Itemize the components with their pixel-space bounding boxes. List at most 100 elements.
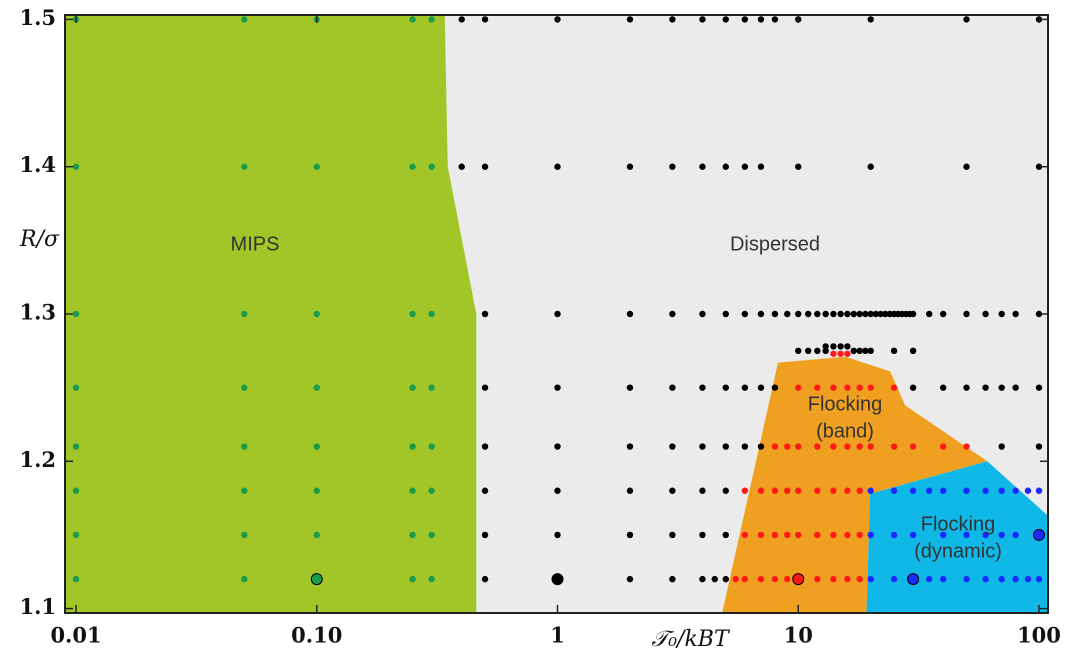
data-point: [862, 310, 869, 318]
data-point: [1012, 487, 1019, 494]
data-point: [963, 575, 970, 583]
data-point: [428, 163, 435, 170]
data-point: [699, 163, 706, 170]
y-tick-label: 1.2: [19, 447, 56, 472]
data-point: [890, 443, 898, 450]
data-point: [909, 443, 917, 450]
data-point: [856, 575, 863, 583]
data-point: [1012, 310, 1019, 318]
region-label: MIPS: [231, 233, 280, 255]
data-point: [757, 487, 765, 494]
data-point: [741, 487, 749, 494]
data-point: [862, 347, 869, 355]
data-point: [551, 573, 564, 586]
data-point: [722, 16, 729, 23]
x-tick-label: 1: [550, 623, 565, 648]
y-tick-label: 1.4: [19, 152, 56, 177]
data-point: [72, 384, 80, 391]
data-point: [699, 575, 706, 583]
data-point: [741, 443, 749, 450]
data-point: [732, 575, 739, 583]
data-point: [722, 443, 729, 450]
data-point: [963, 384, 970, 391]
data-point: [784, 487, 791, 494]
data-point: [310, 573, 323, 586]
data-point: [963, 16, 970, 23]
data-point: [1012, 531, 1019, 539]
data-point: [822, 347, 829, 355]
data-point: [844, 384, 851, 391]
data-point: [626, 487, 634, 494]
data-point: [1024, 487, 1032, 494]
data-point: [926, 310, 933, 318]
x-tick-label: 0.10: [291, 623, 342, 648]
data-point: [481, 575, 489, 583]
data-point: [963, 310, 970, 318]
data-point: [795, 531, 802, 539]
data-point: [741, 310, 749, 318]
data-point: [982, 310, 989, 318]
dots: [72, 16, 1045, 586]
data-point: [771, 575, 779, 583]
data-point: [241, 163, 248, 170]
data-point: [795, 310, 802, 318]
y-tick-label: 1.5: [19, 5, 56, 30]
data-point: [784, 575, 791, 583]
data-point: [428, 310, 435, 318]
data-point: [757, 531, 765, 539]
data-point: [313, 384, 320, 391]
data-point: [481, 310, 489, 318]
data-point: [837, 343, 844, 350]
data-point: [72, 310, 80, 318]
data-point: [1035, 443, 1043, 450]
data-point: [1035, 384, 1043, 391]
data-point: [699, 16, 706, 23]
data-point: [626, 310, 634, 318]
region-label: Dispersed: [730, 233, 820, 255]
data-point: [982, 575, 989, 583]
data-point: [313, 310, 320, 318]
data-point: [856, 487, 863, 494]
data-point: [72, 531, 80, 539]
data-point: [669, 163, 676, 170]
data-point: [982, 531, 989, 539]
data-point: [409, 16, 416, 23]
data-point: [867, 16, 874, 23]
data-point: [844, 350, 851, 357]
data-point: [1035, 575, 1043, 583]
data-point: [963, 531, 970, 539]
data-point: [757, 384, 765, 391]
data-point: [830, 350, 837, 357]
data-point: [699, 443, 706, 450]
data-point: [1024, 575, 1032, 583]
data-point: [850, 347, 857, 355]
data-point: [784, 310, 791, 318]
data-point: [939, 531, 947, 539]
data-point: [963, 443, 970, 450]
data-point: [890, 575, 898, 583]
x-tick-label: 100: [1017, 623, 1061, 648]
data-point: [998, 384, 1005, 391]
data-point: [998, 487, 1005, 494]
data-point: [554, 163, 561, 170]
data-point: [998, 575, 1005, 583]
data-point: [409, 163, 416, 170]
data-point: [72, 163, 80, 170]
data-point: [554, 487, 561, 494]
data-point: [856, 443, 863, 450]
data-point: [882, 310, 889, 318]
data-point: [844, 531, 851, 539]
data-point: [856, 384, 863, 391]
data-point: [741, 163, 749, 170]
data-point: [481, 487, 489, 494]
data-point: [844, 575, 851, 583]
data-point: [554, 310, 561, 318]
data-point: [626, 16, 634, 23]
data-point: [844, 310, 851, 318]
data-point: [241, 310, 248, 318]
data-point: [741, 384, 749, 391]
data-point: [428, 487, 435, 494]
data-point: [72, 575, 80, 583]
data-point: [805, 310, 812, 318]
data-point: [890, 347, 898, 355]
